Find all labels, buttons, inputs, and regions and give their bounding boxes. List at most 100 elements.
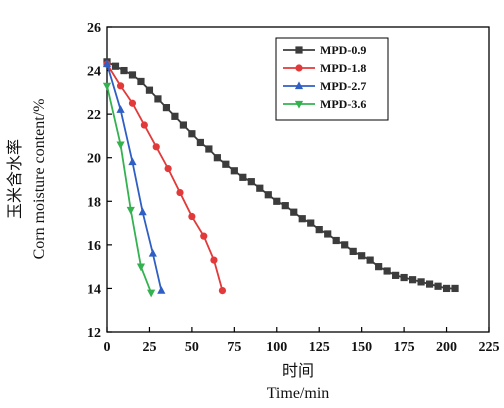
data-point	[116, 141, 125, 150]
x-axis-label-en: Time/min	[267, 385, 330, 402]
data-point	[137, 77, 145, 86]
data-point	[136, 263, 146, 272]
series-layer	[102, 58, 459, 298]
x-tick-label: 150	[351, 340, 372, 355]
data-point	[247, 178, 255, 186]
y-tick-label: 26	[87, 21, 101, 36]
data-point	[196, 138, 204, 147]
legend-entry: MPD-3.6	[283, 97, 366, 111]
legend-label: MPD-1.8	[320, 61, 366, 75]
data-point	[273, 197, 281, 205]
data-point	[341, 241, 349, 249]
data-point	[179, 121, 187, 129]
data-point	[230, 167, 238, 175]
legend-label: MPD-0.9	[320, 43, 366, 57]
data-point	[324, 230, 332, 238]
legend-entry: MPD-2.7	[283, 79, 366, 93]
data-point	[111, 62, 120, 70]
series-MPD-2.7	[102, 59, 166, 294]
data-point	[298, 215, 306, 223]
data-point	[157, 286, 166, 294]
data-point	[218, 287, 227, 295]
data-point	[392, 271, 400, 279]
data-point	[116, 82, 125, 90]
y-tick-label: 18	[87, 195, 101, 210]
data-point	[210, 256, 218, 264]
x-axis-ticks: 0 25 50 75 100 125 150 175 200 225	[104, 327, 500, 355]
legend: MPD-0.9 MPD-1.8 MPD-2.7 MPD-3.6	[275, 37, 389, 121]
data-point	[145, 86, 154, 94]
x-tick-label: 75	[227, 340, 241, 355]
y-tick-label: 24	[87, 65, 101, 80]
legend-box	[275, 37, 389, 121]
data-point	[290, 208, 298, 216]
data-point	[425, 280, 434, 288]
data-point	[451, 284, 459, 293]
data-point	[281, 202, 289, 210]
data-point	[171, 112, 179, 120]
legend-entry: MPD-0.9	[283, 43, 366, 57]
data-point	[126, 206, 135, 215]
x-tick-label: 0	[104, 340, 111, 355]
data-point	[140, 121, 148, 129]
x-tick-label: 100	[266, 340, 287, 355]
data-point	[164, 165, 172, 173]
data-point	[200, 232, 208, 240]
data-point	[375, 263, 383, 271]
data-point	[400, 273, 408, 282]
x-tick-label: 50	[185, 340, 199, 355]
legend-label: MPD-2.7	[320, 79, 366, 93]
x-tick-label: 175	[394, 340, 415, 355]
data-point	[349, 247, 357, 255]
data-point	[264, 191, 272, 199]
y-tick-label: 16	[87, 239, 101, 254]
data-point	[102, 82, 112, 91]
x-axis-label-cn: 时间	[282, 362, 314, 380]
legend-marker	[294, 81, 304, 90]
x-tick-label: 125	[309, 340, 330, 355]
data-point	[138, 207, 147, 216]
series-line	[106, 85, 152, 294]
data-point	[256, 184, 264, 192]
data-point	[188, 130, 196, 138]
data-point	[128, 71, 137, 79]
x-tick-label: 200	[436, 340, 457, 355]
data-point	[222, 160, 230, 168]
data-point	[162, 104, 171, 112]
y-axis-label-cn: 玉米含水率	[6, 139, 24, 219]
y-tick-label: 22	[87, 108, 101, 123]
plot-area	[106, 26, 490, 333]
data-point	[205, 145, 213, 153]
y-axis-ticks: 12 14 16 18 20 22 24 26	[87, 21, 112, 341]
data-point	[332, 236, 340, 245]
data-point	[128, 99, 137, 107]
data-point	[239, 173, 247, 181]
data-point	[116, 105, 125, 113]
y-tick-label: 14	[87, 282, 101, 297]
data-point	[409, 276, 417, 284]
x-tick-label: 225	[479, 340, 500, 355]
data-point	[307, 219, 315, 227]
data-point	[442, 284, 451, 293]
series-MPD-3.6	[102, 82, 156, 298]
data-point	[102, 59, 112, 68]
x-tick-label: 25	[142, 340, 156, 355]
y-tick-label: 12	[87, 326, 101, 341]
plot-frame	[106, 26, 490, 333]
data-point	[213, 154, 221, 162]
legend-label: MPD-3.6	[320, 97, 366, 111]
series-line	[106, 63, 224, 291]
data-point	[120, 66, 128, 75]
data-point	[417, 278, 425, 286]
data-point	[128, 157, 137, 166]
data-point	[358, 252, 366, 260]
series-line	[106, 63, 163, 291]
y-axis-label-en: Corn moisture content/%	[31, 99, 48, 260]
data-point	[366, 256, 374, 264]
legend-marker	[295, 64, 303, 72]
series-MPD-1.8	[103, 60, 227, 295]
data-point	[148, 248, 157, 257]
data-point	[176, 188, 184, 197]
y-tick-label: 20	[87, 152, 101, 167]
